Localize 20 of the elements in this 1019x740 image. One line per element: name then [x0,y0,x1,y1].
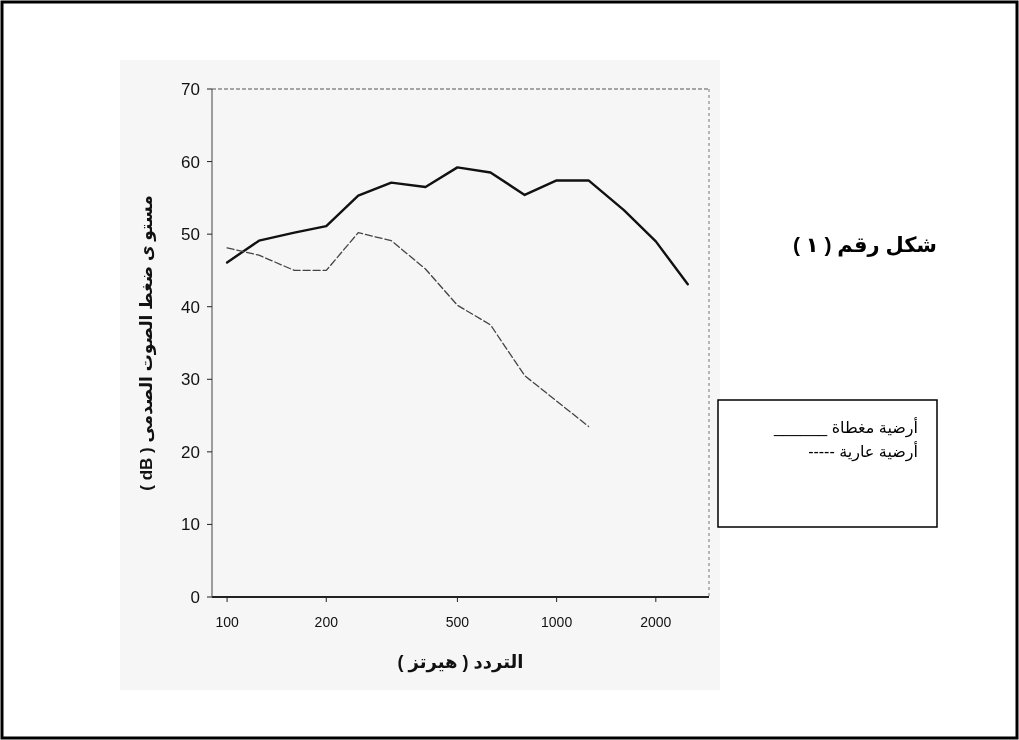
y-tick-label: 40 [181,297,200,317]
y-axis-title: مستو ى ضغط الصوت الصدمى ( dB ) [137,195,157,491]
text: أرضية عارية ----- [808,441,918,462]
x-tick-label: 200 [314,614,339,630]
x-axis-title: التردد ( هيرتز ) [397,652,524,673]
x-tick-label: 1000 [541,614,573,630]
text: أرضية مغطاة ______ [772,417,918,438]
x-tick-label: 2000 [640,614,672,630]
y-tick-label: 0 [190,588,200,607]
x-tick-label: 500 [445,614,470,630]
y-tick-label: 10 [181,515,200,535]
x-tick-label: 100 [215,614,239,630]
y-tick-label: 30 [181,370,200,390]
y-tick-label: 50 [181,225,200,245]
y-tick-label: 20 [181,442,200,462]
line-series [225,166,689,286]
text: شكل رقم ( ١ ) [792,233,937,257]
line-series [226,232,590,428]
y-tick-label: 70 [181,80,200,99]
y-tick-label: 60 [181,152,200,172]
